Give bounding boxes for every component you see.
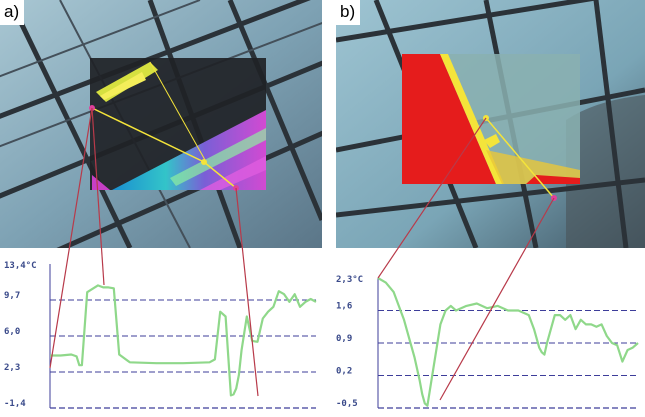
temperature-profile-line-a [50,284,317,397]
thermal-cool-region [112,110,266,190]
thermal-photo-a: a) [0,0,322,248]
y-tick-label: 2,3°C [336,275,363,285]
profile-path [485,117,555,199]
y-tick-label: 2,3 [4,363,20,373]
panel-label-a: a) [0,0,25,25]
y-tick-label: 13,4°C [4,261,37,271]
y-tick-label: 0,2 [336,367,352,377]
y-tick-label: -0,5 [336,399,358,409]
panel-a: a) 13,4°C 9,7 6,0 2,3 -1,4 [0,0,322,417]
y-tick-label: 0,9 [336,334,352,344]
temperature-profile-chart-b: 2,3°C 1,6 0,9 0,2 -0,5 [336,248,645,417]
y-tick-label: 1,6 [336,302,352,312]
y-tick-label: -1,4 [4,399,26,409]
panel-b: b) 2,3°C 1,6 0,9 0,2 -0,5 [336,0,645,417]
panel-label-b: b) [336,0,361,25]
thermal-photo-b: b) [336,0,645,248]
y-tick-label: 9,7 [4,291,20,301]
y-tick-label: 6,0 [4,327,20,337]
temperature-profile-line-b [377,277,639,407]
temperature-profile-chart-a: 13,4°C 9,7 6,0 2,3 -1,4 [0,248,322,417]
